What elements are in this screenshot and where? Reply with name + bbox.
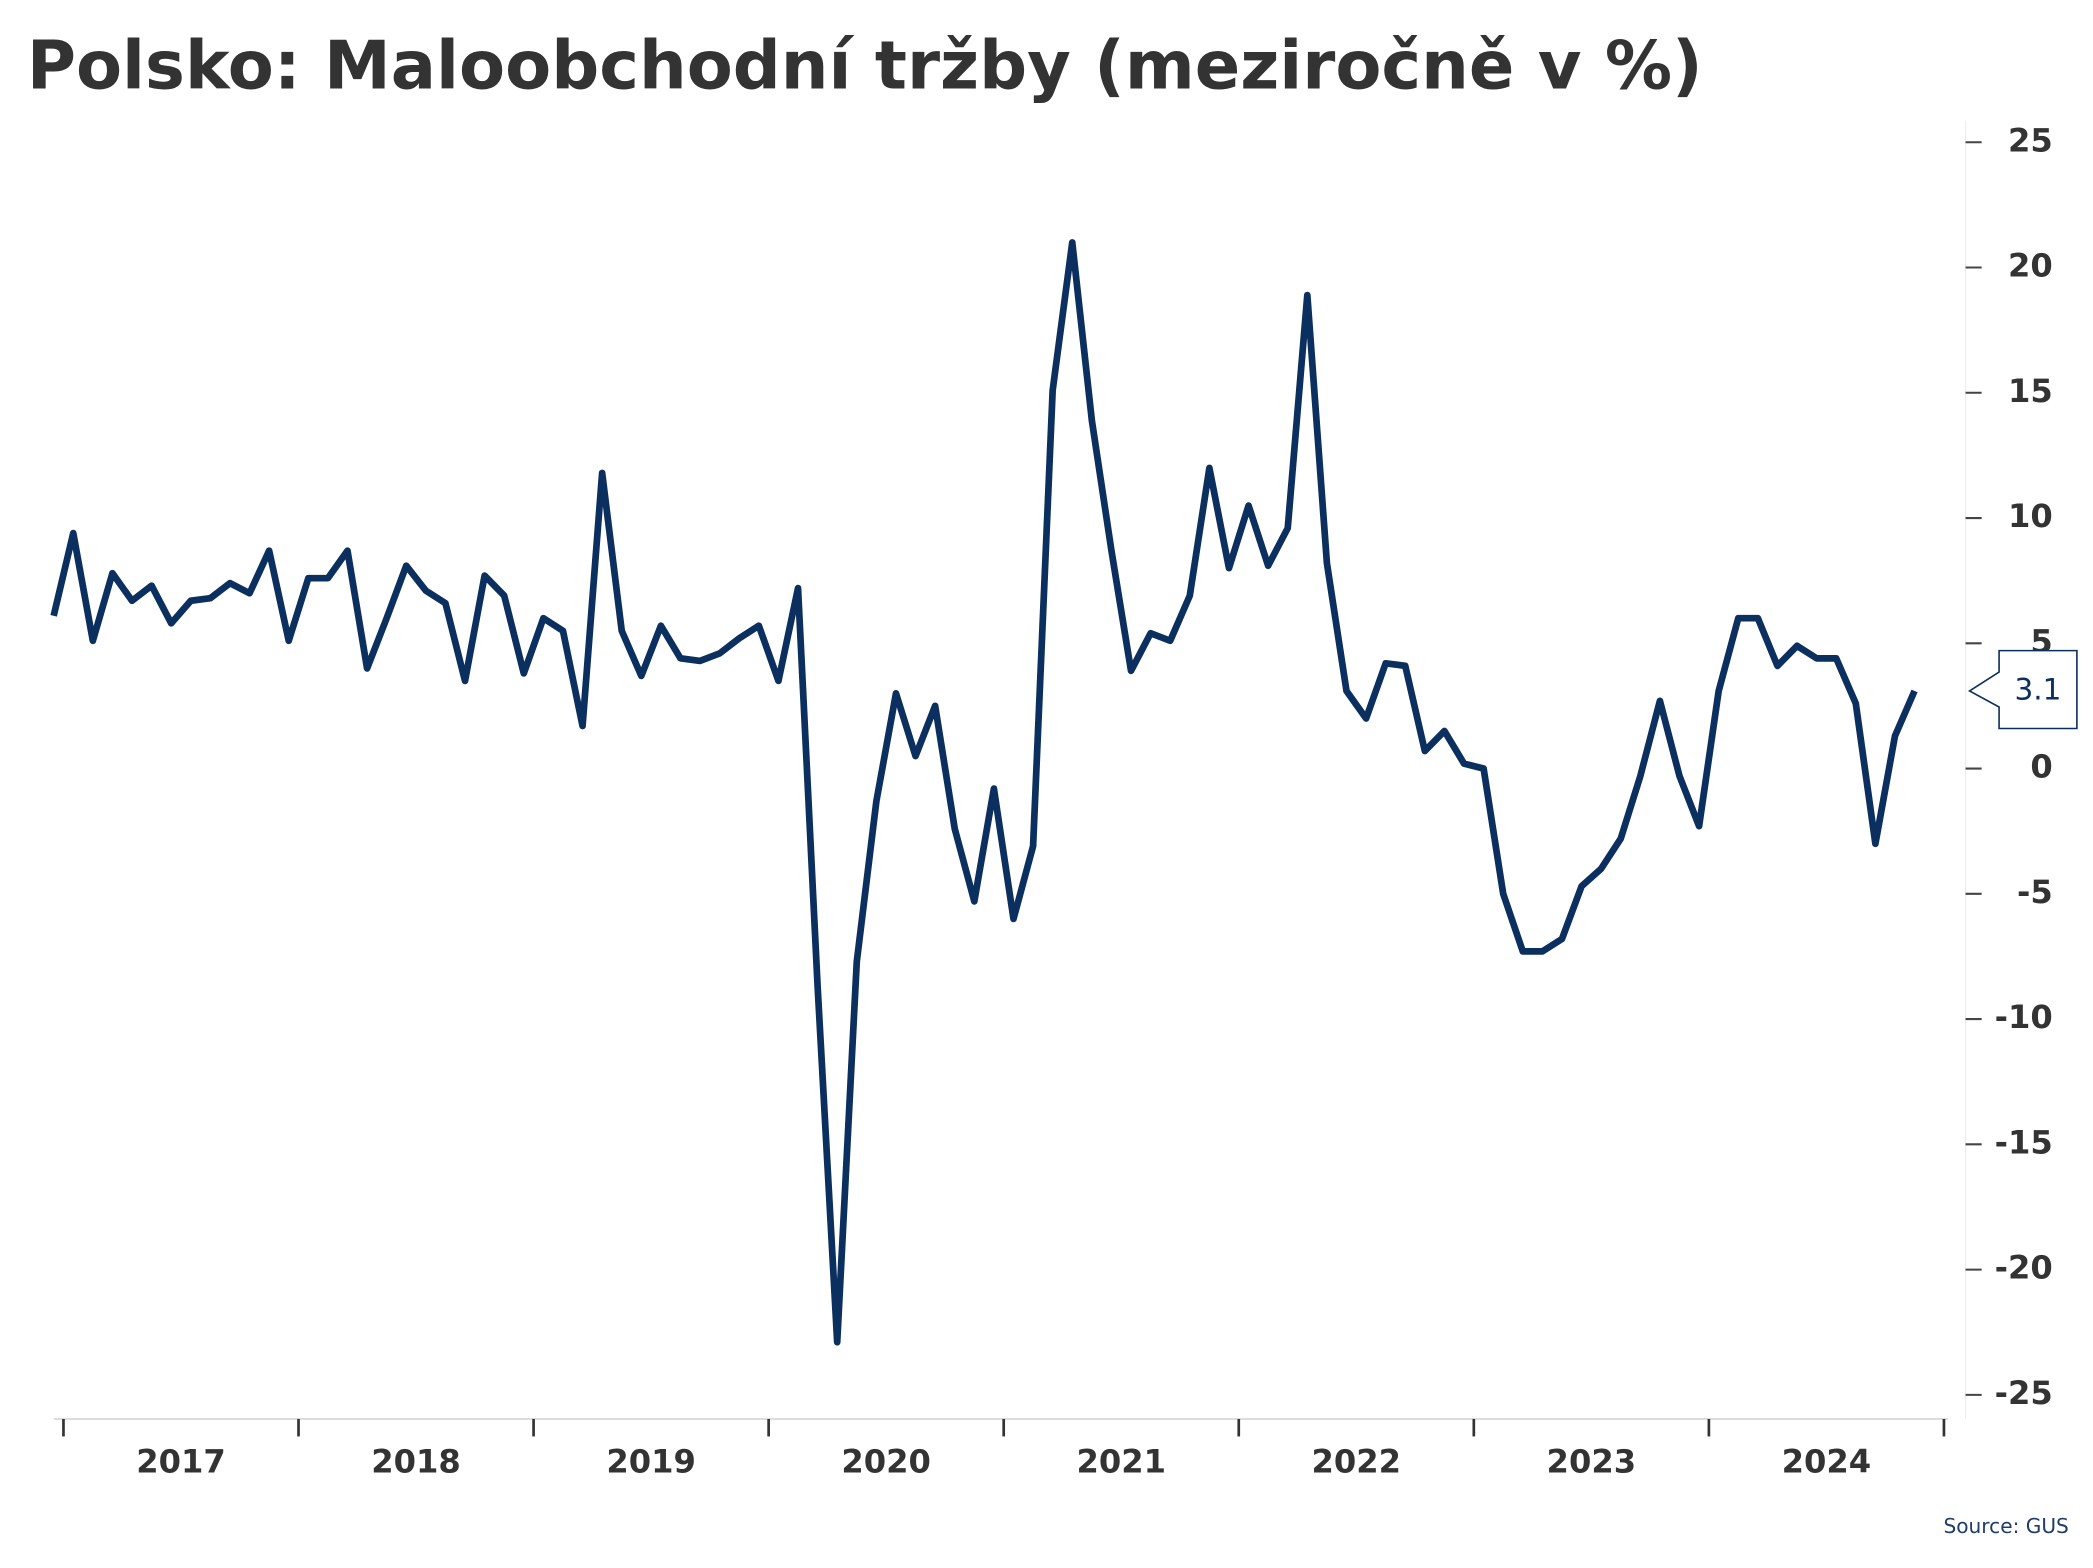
- x-tick-label: 2023: [1547, 1442, 1637, 1480]
- x-tick-label: 2020: [841, 1442, 931, 1480]
- y-tick-label: -25: [1995, 1374, 2053, 1412]
- source: Source: GUS: [1943, 1514, 2068, 1538]
- chart-title: Polsko: Maloobchodní tržby (meziročně v …: [27, 26, 1703, 104]
- y-tick-label: 15: [2008, 372, 2053, 410]
- x-tick-label: 2022: [1312, 1442, 1402, 1480]
- x-tick-label: 2021: [1076, 1442, 1166, 1480]
- x-tick-label: 2024: [1782, 1442, 1872, 1480]
- y-tick-label: 25: [2008, 121, 2053, 159]
- y-tick-label: 20: [2008, 247, 2053, 285]
- y-tick-label: -10: [1995, 998, 2053, 1036]
- last-value-label: 3.1: [2015, 672, 2062, 706]
- y-tick-label: -15: [1995, 1123, 2053, 1161]
- x-tick-label: 2019: [606, 1442, 696, 1480]
- x-tick-label: 2018: [371, 1442, 461, 1480]
- y-tick-label: 10: [2008, 497, 2053, 535]
- line: [50, 239, 1918, 1346]
- y-tick-label: -20: [1995, 1249, 2053, 1287]
- x-tick-label: 2017: [136, 1442, 226, 1480]
- y-tick-label: 0: [2030, 748, 2052, 786]
- y-tick-label: -5: [2017, 873, 2053, 911]
- last-value-box: [1967, 649, 2078, 730]
